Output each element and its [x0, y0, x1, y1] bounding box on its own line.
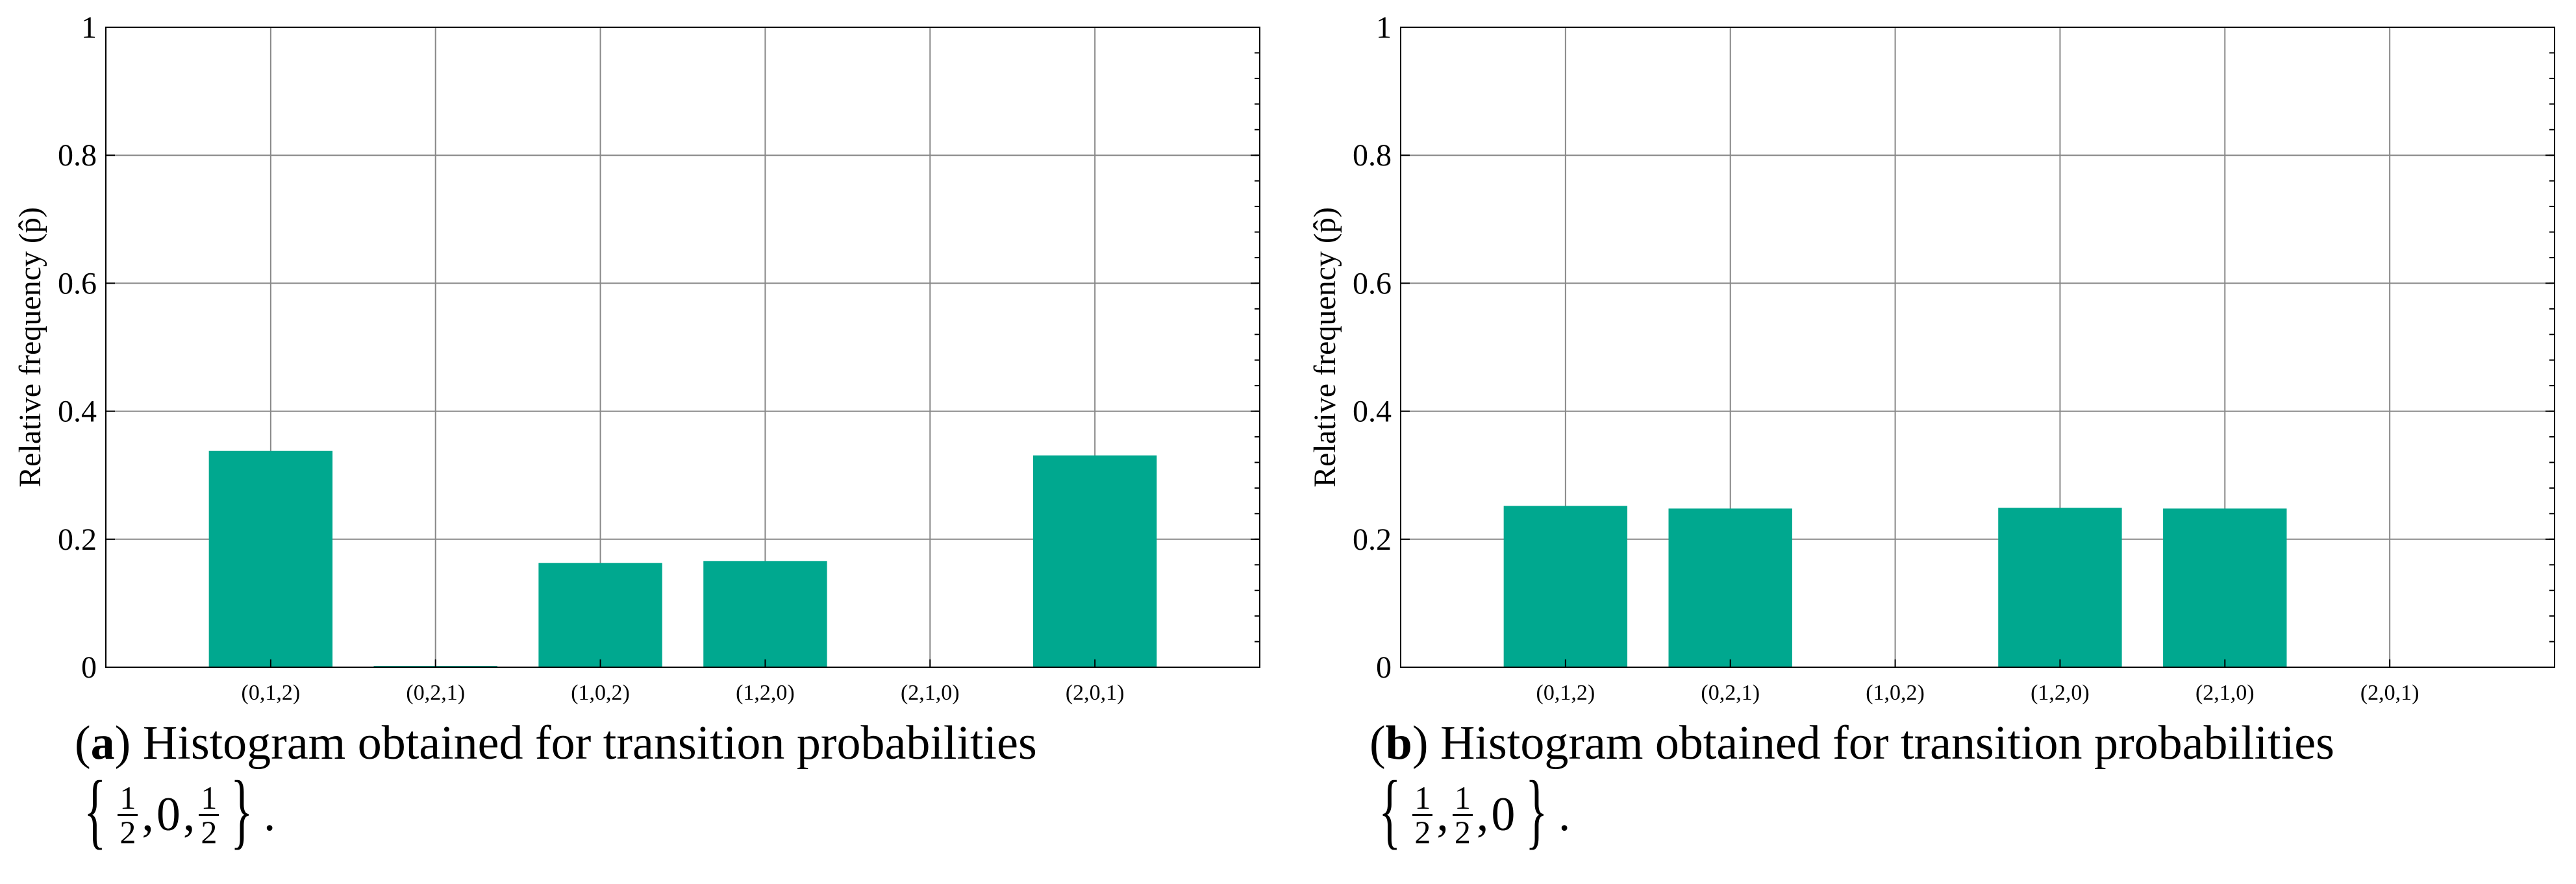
formula-comma: ,: [142, 788, 154, 841]
caption-a: (a) Histogram obtained for transition pr…: [75, 707, 1037, 863]
fraction-denominator: 2: [1454, 813, 1471, 850]
caption-tag: b: [1385, 717, 1412, 770]
formula-term: 0: [1491, 788, 1516, 841]
fraction-denominator: 2: [119, 813, 136, 850]
bar: [2163, 508, 2287, 667]
histogram-chart-b: 0 0.2 0.4 0.6 0.8 1 (0,1,2) (0,2,1) (1,0,2) (1,2,…: [1308, 10, 2555, 705]
y-tick-label: 0.8: [1353, 138, 1392, 173]
plot-frame: [105, 27, 1260, 668]
plot-frame: [1400, 27, 2555, 668]
formula-period: .: [263, 788, 276, 841]
caption-text: Histogram obtained for transition probab…: [142, 717, 1037, 770]
y-tick-label: 0.4: [58, 395, 97, 429]
x-tick-label: (0,2,1): [406, 681, 465, 705]
y-tick-label: 1: [1376, 10, 1392, 45]
histogram-chart-a: 0 0.2 0.4 0.6 0.8 1 (0,1,2) (0,2,1) (1,0,2) (1,2,…: [13, 10, 1260, 705]
bar: [538, 563, 662, 667]
formula-brace-close: }: [231, 764, 253, 857]
panel-b: 0 0.2 0.4 0.6 0.8 1 (0,1,2) (0,2,1) (1,0,2) (1,2,…: [1295, 0, 2576, 884]
y-tick-label: 0.4: [1353, 395, 1392, 429]
bar: [1668, 508, 1792, 667]
fraction-numerator: 1: [1412, 781, 1433, 816]
fraction-numerator: 1: [199, 781, 219, 816]
panel-a: 0 0.2 0.4 0.6 0.8 1 (0,1,2) (0,2,1) (1,0,2) (1,2,…: [13, 10, 1260, 863]
fraction-numerator: 1: [118, 781, 138, 816]
y-tick-label: 0.6: [1353, 266, 1392, 301]
y-tick-label: 0.2: [58, 522, 97, 557]
bar: [208, 450, 333, 667]
formula-term: 0: [156, 788, 181, 841]
y-tick-label: 0: [81, 650, 97, 685]
x-tick-label: (2,1,0): [2195, 681, 2255, 705]
fraction-denominator: 2: [201, 813, 218, 850]
bar: [1503, 506, 1628, 667]
formula-period: .: [1558, 788, 1571, 841]
caption-formula: {1 2, 0, 1 2}.: [75, 764, 277, 857]
y-tick-label: 1: [81, 10, 97, 45]
caption-b: (b) Histogram obtained for transition pr…: [1369, 707, 2334, 863]
x-tick-label: (0,1,2): [242, 681, 301, 705]
caption-line: (b) Histogram obtained for transition pr…: [1369, 707, 2334, 779]
fraction-denominator: 2: [1414, 813, 1431, 850]
y-axis-label: Relative frequency (p̂): [13, 207, 47, 487]
formula-brace-open: {: [1379, 764, 1401, 857]
y-tick-label: 0: [1376, 650, 1392, 685]
y-tick-label: 0.6: [58, 266, 97, 301]
formula-comma: ,: [182, 788, 195, 841]
x-tick-label: (1,2,0): [2031, 681, 2090, 705]
bar: [1032, 455, 1157, 667]
caption-tag-open: (: [75, 717, 91, 770]
x-tick-label: (1,0,2): [1866, 681, 1925, 705]
formula-comma: ,: [1476, 788, 1489, 841]
y-axis-label: Relative frequency (p̂): [1308, 207, 1342, 487]
formula-brace-close: }: [1525, 764, 1548, 857]
caption-text: Histogram obtained for transition probab…: [1440, 717, 2334, 770]
bar: [703, 561, 827, 667]
x-tick-label: (2,0,1): [2360, 681, 2420, 705]
x-tick-label: (0,2,1): [1701, 681, 1760, 705]
formula-brace-open: {: [84, 764, 106, 857]
formula-comma: ,: [1436, 788, 1449, 841]
bar: [1998, 508, 2122, 667]
fraction-numerator: 1: [1452, 781, 1473, 816]
caption-tag-close: ): [1412, 717, 1429, 770]
caption-formula: {1 2, 1 2, 0}.: [1369, 764, 1571, 857]
x-tick-label: (2,0,1): [1066, 681, 1125, 705]
x-tick-label: (1,0,2): [571, 681, 630, 705]
caption-tag: a: [90, 717, 115, 770]
x-tick-label: (0,1,2): [1536, 681, 1595, 705]
y-tick-label: 0.2: [1353, 522, 1392, 557]
x-tick-label: (2,1,0): [901, 681, 960, 705]
x-tick-label: (1,2,0): [736, 681, 795, 705]
caption-tag-close: ): [114, 717, 131, 770]
caption-tag-open: (: [1369, 717, 1386, 770]
caption-line: (a) Histogram obtained for transition pr…: [75, 707, 1037, 779]
y-tick-label: 0.8: [58, 138, 97, 173]
